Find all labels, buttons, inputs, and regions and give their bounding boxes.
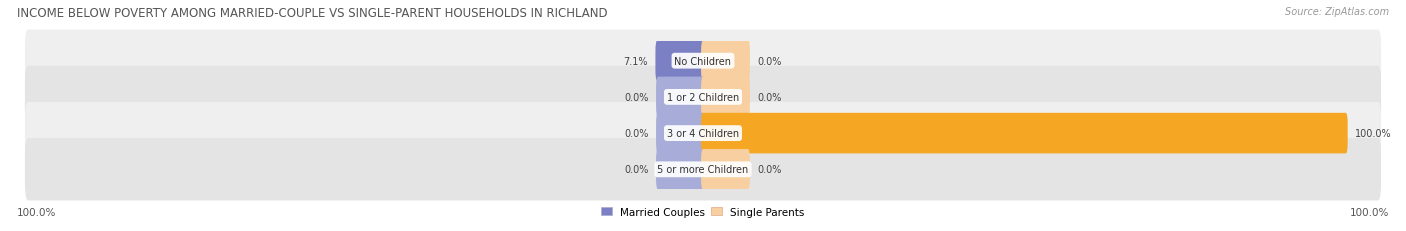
Text: 7.1%: 7.1% (623, 56, 648, 66)
FancyBboxPatch shape (657, 77, 704, 118)
FancyBboxPatch shape (657, 113, 704, 154)
FancyBboxPatch shape (25, 67, 1381, 128)
Text: 1 or 2 Children: 1 or 2 Children (666, 92, 740, 103)
FancyBboxPatch shape (25, 30, 1381, 92)
Text: 0.0%: 0.0% (758, 165, 782, 175)
Text: 3 or 4 Children: 3 or 4 Children (666, 128, 740, 139)
Text: 0.0%: 0.0% (624, 128, 648, 139)
Text: 0.0%: 0.0% (758, 92, 782, 103)
Text: 0.0%: 0.0% (624, 165, 648, 175)
FancyBboxPatch shape (655, 41, 704, 82)
FancyBboxPatch shape (25, 103, 1381, 164)
FancyBboxPatch shape (657, 149, 704, 190)
Text: 100.0%: 100.0% (1350, 207, 1389, 217)
Text: No Children: No Children (675, 56, 731, 66)
FancyBboxPatch shape (702, 149, 749, 190)
FancyBboxPatch shape (702, 41, 749, 82)
Text: 5 or more Children: 5 or more Children (658, 165, 748, 175)
Text: 0.0%: 0.0% (758, 56, 782, 66)
Text: Source: ZipAtlas.com: Source: ZipAtlas.com (1285, 7, 1389, 17)
FancyBboxPatch shape (702, 77, 749, 118)
Text: 100.0%: 100.0% (17, 207, 56, 217)
FancyBboxPatch shape (702, 113, 1348, 154)
Text: 100.0%: 100.0% (1355, 128, 1392, 139)
Text: 0.0%: 0.0% (624, 92, 648, 103)
Text: INCOME BELOW POVERTY AMONG MARRIED-COUPLE VS SINGLE-PARENT HOUSEHOLDS IN RICHLAN: INCOME BELOW POVERTY AMONG MARRIED-COUPL… (17, 7, 607, 20)
Legend: Married Couples, Single Parents: Married Couples, Single Parents (602, 207, 804, 217)
FancyBboxPatch shape (25, 139, 1381, 201)
